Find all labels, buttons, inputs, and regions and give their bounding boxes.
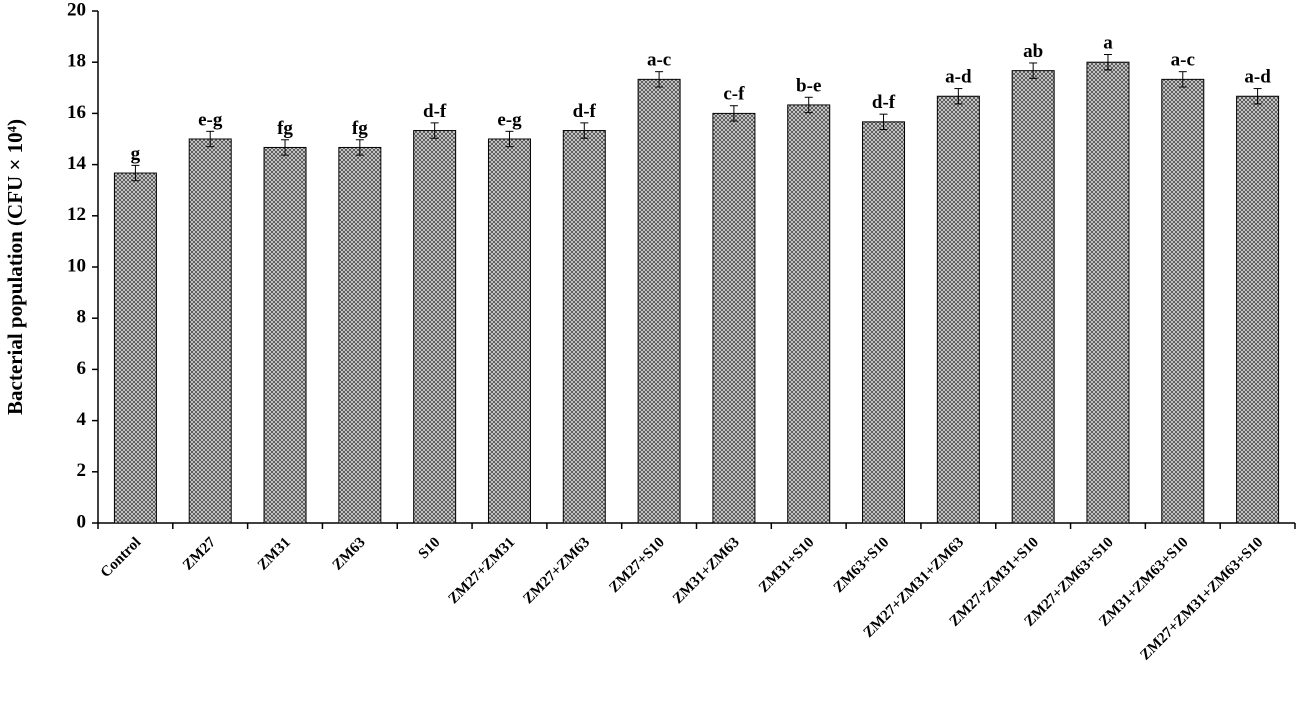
bar xyxy=(188,138,232,524)
y-tick-label: 18 xyxy=(67,51,86,72)
y-tick-label: 4 xyxy=(77,409,87,430)
x-tick-label: ZM63+S10 xyxy=(831,535,893,597)
annotation: d-f xyxy=(573,101,597,122)
annotation: ab xyxy=(1023,41,1043,62)
x-tick-label: ZM27+ZM31 xyxy=(446,535,519,608)
y-axis-label: Bacterial population (CFU × 10⁴) xyxy=(3,119,27,415)
x-tick-label: ZM31+S10 xyxy=(756,535,818,597)
x-tick-label: ZM31 xyxy=(255,535,294,574)
y-tick-label: 10 xyxy=(67,255,86,276)
bar xyxy=(487,138,531,524)
y-tick-label: 8 xyxy=(77,307,87,328)
annotation: a xyxy=(1103,33,1113,54)
annotation: a-c xyxy=(1171,50,1195,71)
bar xyxy=(1011,70,1055,524)
annotation: fg xyxy=(352,118,368,139)
bar xyxy=(1086,61,1130,524)
y-tick-label: 6 xyxy=(77,358,87,379)
bar xyxy=(862,121,906,524)
bar xyxy=(787,104,831,524)
x-tick-label: Control xyxy=(98,535,144,581)
bar xyxy=(338,146,382,524)
annotation: d-f xyxy=(423,101,447,122)
y-tick-label: 20 xyxy=(67,0,86,20)
x-tick-label: ZM63 xyxy=(330,535,369,574)
bar xyxy=(936,95,980,524)
x-tick-label: ZM31+ZM63 xyxy=(670,535,743,608)
annotation: b-e xyxy=(796,75,821,96)
x-tick-label: ZM27+ZM63 xyxy=(520,535,593,608)
bar xyxy=(263,146,307,524)
x-tick-label: ZM27 xyxy=(180,534,219,573)
bar xyxy=(113,172,157,524)
y-tick-label: 14 xyxy=(67,153,87,174)
annotation: e-g xyxy=(497,109,522,130)
annotation: g xyxy=(131,143,141,164)
annotation: a-d xyxy=(1244,67,1271,88)
y-tick-label: 0 xyxy=(77,511,87,532)
annotation: e-g xyxy=(198,109,223,130)
bar xyxy=(1161,78,1205,524)
bar xyxy=(413,130,457,524)
x-tick-label: ZM27+S10 xyxy=(606,535,668,597)
bar xyxy=(1236,95,1280,524)
bar xyxy=(562,130,606,524)
y-tick-label: 2 xyxy=(77,460,87,481)
annotation: a-d xyxy=(945,67,972,88)
x-tick-label: S10 xyxy=(416,535,444,563)
y-tick-label: 16 xyxy=(67,102,86,123)
annotation: d-f xyxy=(872,92,896,113)
bar xyxy=(712,112,756,524)
x-tick-label: ZM27+ZM31+ZM63+S10 xyxy=(1137,535,1266,664)
annotation: c-f xyxy=(723,84,745,105)
y-tick-label: 12 xyxy=(67,204,86,225)
annotation: a-c xyxy=(647,50,671,71)
bar xyxy=(637,78,681,524)
annotation: fg xyxy=(277,118,293,139)
